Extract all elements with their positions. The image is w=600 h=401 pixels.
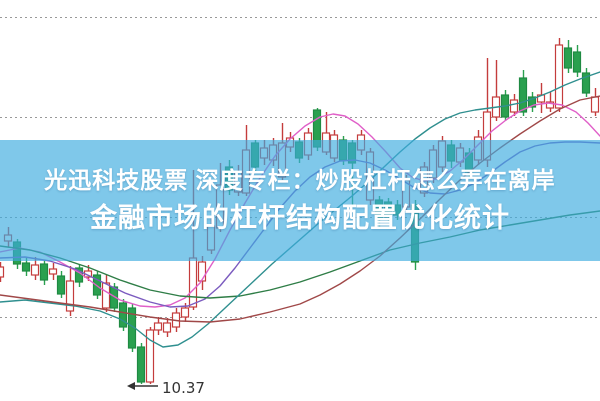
ma-short-magenta — [0, 102, 600, 308]
low-price-annotation: 10.37 — [127, 379, 205, 397]
ma-fast-teal — [0, 71, 600, 348]
ma-long-maroon — [0, 95, 600, 323]
ma-mid-darkgreen — [0, 210, 600, 299]
ma-lines — [0, 71, 600, 348]
candles — [0, 38, 600, 384]
low-price-label: 10.37 — [162, 379, 205, 397]
